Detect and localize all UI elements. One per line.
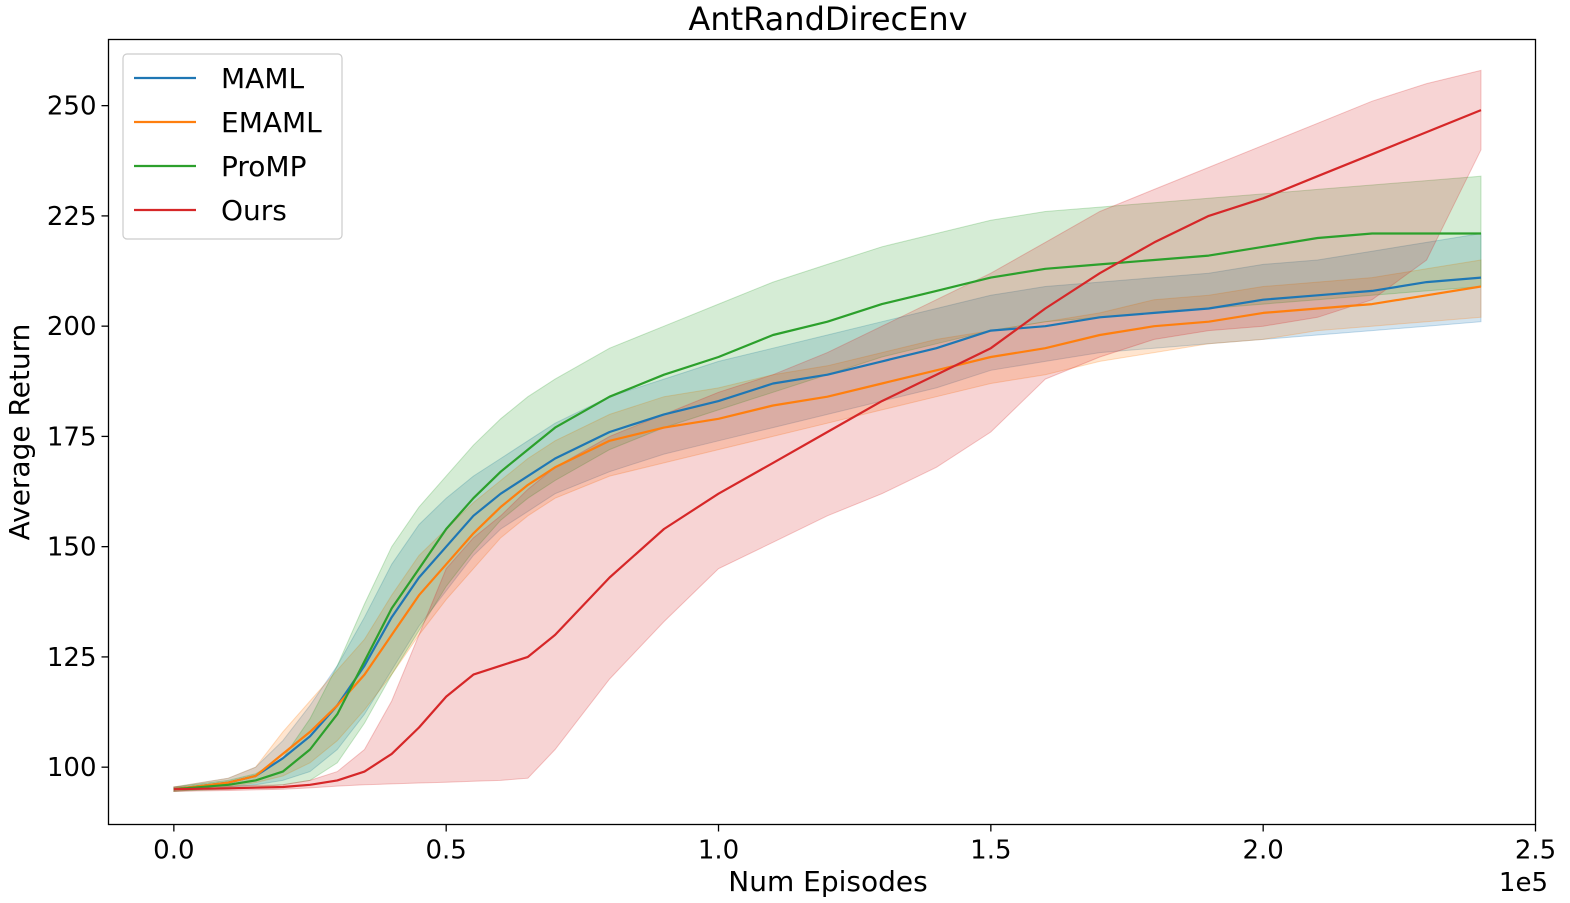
x-tick-label: 2.5 — [1515, 836, 1556, 866]
legend-box — [122, 53, 343, 240]
series-lines — [173, 109, 1482, 791]
y-tick-label: 125 — [47, 643, 97, 673]
x-tick-label: 0.5 — [426, 836, 467, 866]
plot-frame — [107, 38, 1537, 826]
chart-title: AntRandDirecEnv — [688, 0, 967, 38]
x-axis-label: Num Episodes — [728, 865, 927, 898]
legend-label-maml: MAML — [221, 62, 304, 95]
legend-label-promp: ProMP — [221, 150, 306, 183]
y-tick-label: 250 — [47, 92, 97, 122]
band-emaml — [173, 259, 1482, 792]
line-ours — [173, 109, 1482, 791]
line-promp — [173, 232, 1481, 791]
legend: MAML EMAML ProMP Ours — [122, 53, 343, 240]
legend-label-emaml: EMAML — [221, 106, 322, 139]
x-tick-label: 1.0 — [698, 836, 739, 866]
y-tick-label: 100 — [47, 753, 97, 783]
y-tick-label: 225 — [47, 202, 97, 232]
y-tick-label: 175 — [47, 422, 97, 452]
x-axis-scale-label: 1e5 — [1499, 868, 1548, 898]
y-tick-label: 150 — [47, 533, 97, 563]
x-tick-label: 1.5 — [970, 836, 1011, 866]
legend-label-ours: Ours — [221, 194, 287, 227]
x-axis: 0.0 0.5 1.0 1.5 2.0 2.5 — [153, 824, 1556, 866]
y-axis-label: Average Return — [3, 324, 36, 541]
line-emaml — [173, 285, 1482, 791]
x-tick-label: 2.0 — [1242, 836, 1283, 866]
y-axis: 100 125 150 175 200 225 250 — [47, 92, 109, 783]
y-tick-label: 200 — [47, 312, 97, 342]
x-tick-label: 0.0 — [153, 836, 194, 866]
